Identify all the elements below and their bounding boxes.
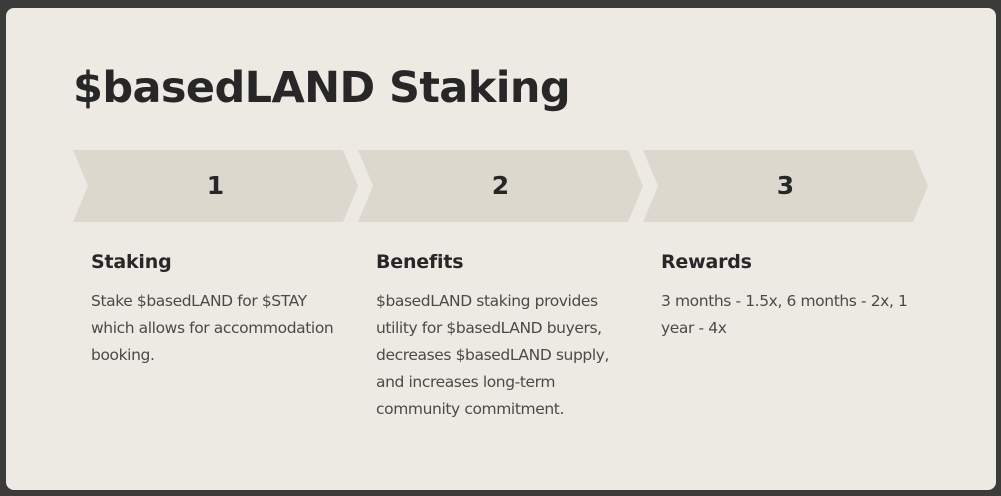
page-title: $basedLAND Staking <box>73 63 571 113</box>
step-1-heading: Staking <box>91 251 172 273</box>
step-staking: 1 Staking Stake $basedLAND for $STAY whi… <box>73 150 358 480</box>
step-1-description: Stake $basedLAND for $STAY which allows … <box>91 292 334 364</box>
step-2-chevron <box>358 150 643 222</box>
step-3-number: 3 <box>776 171 795 200</box>
step-3-chevron <box>643 150 928 222</box>
step-2-heading: Benefits <box>376 251 464 273</box>
step-1-number: 1 <box>206 171 225 200</box>
step-3-description: 3 months - 1.5x, 6 months - 2x, 1 year -… <box>661 292 908 337</box>
staking-card: $basedLAND Staking 1 Staking Stake $base… <box>6 8 996 490</box>
step-2-number: 2 <box>491 171 510 200</box>
step-rewards: 3 Rewards 3 months - 1.5x, 6 months - 2x… <box>643 150 928 480</box>
step-2-description: $basedLAND staking provides utility for … <box>376 292 610 418</box>
step-1-chevron <box>73 150 358 222</box>
step-3-heading: Rewards <box>661 251 752 273</box>
step-benefits: 2 Benefits $basedLAND staking provides u… <box>358 150 643 480</box>
